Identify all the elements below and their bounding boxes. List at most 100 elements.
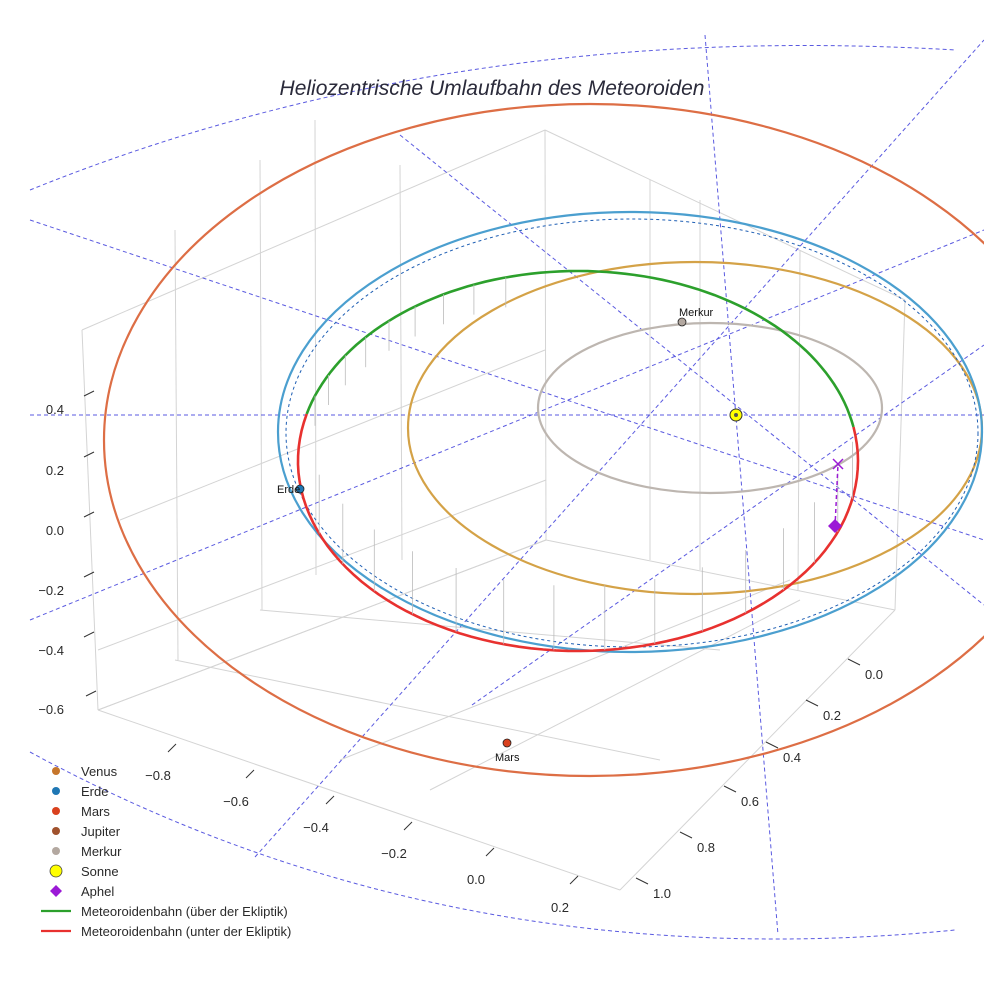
legend-item[interactable]: Venus (52, 764, 118, 779)
legend-marker (52, 847, 60, 855)
y-tick-label: 0.8 (697, 840, 715, 855)
z-tick-mark (83, 390, 95, 397)
z-tick-mark (83, 631, 95, 638)
orbit-erde (276, 210, 984, 654)
meteoroid-orbit (296, 269, 860, 653)
helper-arc-bottom (29, 751, 956, 940)
x-tick-label: −0.6 (223, 794, 249, 809)
legend-item[interactable]: Aphel (50, 884, 114, 899)
planet-orbits (103, 103, 984, 777)
grid-line-floor (339, 579, 791, 761)
legend-item[interactable]: Meteoroidenbahn (unter der Ekliptik) (41, 924, 291, 939)
grid-line-horizontal (81, 129, 546, 331)
grid-line-right (894, 299, 906, 611)
legend-marker (52, 787, 60, 795)
legend-label: Mars (81, 804, 110, 819)
x-tick-label: 0.2 (551, 900, 569, 915)
body-label-erde: Erde (277, 484, 300, 496)
x-tick-label: −0.2 (381, 846, 407, 861)
axis-ticks: 0.4 0.2 0.0 −0.2 −0.4 −0.6 −0.8 −0.6 −0.4 −0.2 0.0… (38, 390, 883, 915)
aphel-marker (828, 519, 842, 533)
x-tick-label: −0.8 (145, 768, 171, 783)
meteoroid-orbit-above (305, 269, 855, 428)
grid-line-floor (429, 599, 801, 791)
z-tick-label: −0.6 (38, 702, 64, 717)
z-tick-mark (83, 451, 95, 458)
z-tick-label: −0.2 (38, 583, 64, 598)
legend-label: Meteoroidenbahn (unter der Ekliptik) (81, 924, 291, 939)
x-tick-mark (167, 743, 177, 753)
helper-arc-top (29, 45, 956, 191)
bodies: Erde Mars Merkur (277, 307, 844, 764)
y-tick-label: 1.0 (653, 886, 671, 901)
x-tick-mark (485, 847, 495, 857)
grid-line-right (544, 129, 906, 301)
legend-item[interactable]: Meteoroidenbahn (über der Ekliptik) (41, 904, 288, 919)
z-tick-mark (83, 571, 95, 578)
legend-label: Merkur (81, 844, 122, 859)
z-tick-mark (85, 690, 97, 697)
x-tick-mark (245, 769, 255, 779)
y-tick-mark (765, 741, 779, 749)
chart-title: Heliozentrische Umlaufbahn des Meteoroid… (280, 77, 705, 100)
legend-label: Jupiter (81, 824, 121, 839)
meteoroid-orbit-below (296, 413, 860, 653)
helper-line (254, 39, 984, 858)
grid-line-vertical (259, 159, 263, 611)
y-tick-mark (679, 831, 693, 839)
body-mars (502, 738, 512, 748)
legend-item[interactable]: Jupiter (52, 824, 121, 839)
grid-line-floor (619, 609, 896, 891)
grid-line-vertical (399, 164, 403, 561)
orbit-merkur (536, 321, 884, 495)
legend-item[interactable]: Erde (52, 784, 108, 799)
orbit-mars (103, 103, 984, 777)
body-merkur (677, 317, 687, 327)
grid-line-floor (174, 659, 661, 761)
legend-marker (50, 885, 62, 897)
chart-grid (81, 119, 906, 891)
helper-line (399, 134, 984, 606)
y-tick-mark (847, 658, 861, 666)
legend-label: Sonne (81, 864, 119, 879)
body-label-mars: Mars (495, 752, 520, 764)
grid-line-floor (97, 709, 621, 891)
grid-line-right (545, 539, 896, 611)
grid-line-vertical (314, 119, 317, 576)
aphel-projection-cross (832, 458, 844, 470)
helper-line (471, 344, 984, 706)
y-tick-mark (723, 785, 737, 793)
legend-marker (52, 827, 60, 835)
legend-marker (52, 807, 60, 815)
y-tick-label: 0.6 (741, 794, 759, 809)
grid-line-horizontal (97, 479, 547, 651)
grid-line-vertical (544, 129, 547, 541)
y-tick-mark (635, 877, 649, 885)
z-tick-label: 0.4 (46, 402, 64, 417)
legend[interactable]: Venus Erde Mars Jupiter Merkur Sonne Aphel Mete… (41, 764, 291, 939)
sun-center (734, 413, 738, 417)
helper-lines (29, 34, 984, 940)
legend-label: Aphel (81, 884, 114, 899)
legend-item[interactable]: Merkur (52, 844, 122, 859)
aphel-projection-line (834, 463, 839, 528)
legend-marker (49, 864, 63, 878)
legend-label: Meteoroidenbahn (über der Ekliptik) (81, 904, 288, 919)
legend-marker (52, 767, 60, 775)
x-tick-label: −0.4 (303, 820, 329, 835)
x-tick-mark (403, 821, 413, 831)
y-tick-label: 0.0 (865, 667, 883, 682)
body-label-merkur: Merkur (679, 307, 714, 319)
body-erde (295, 484, 305, 494)
legend-label: Erde (81, 784, 108, 799)
grid-line-floor (259, 609, 721, 651)
legend-item[interactable]: Sonne (49, 864, 119, 879)
z-tick-label: −0.4 (38, 643, 64, 658)
legend-item[interactable]: Mars (52, 804, 110, 819)
x-tick-mark (325, 795, 335, 805)
z-tick-label: 0.2 (46, 463, 64, 478)
grid-line-horizontal (119, 349, 546, 521)
grid-line-vertical (174, 229, 179, 661)
y-tick-label: 0.4 (783, 750, 801, 765)
